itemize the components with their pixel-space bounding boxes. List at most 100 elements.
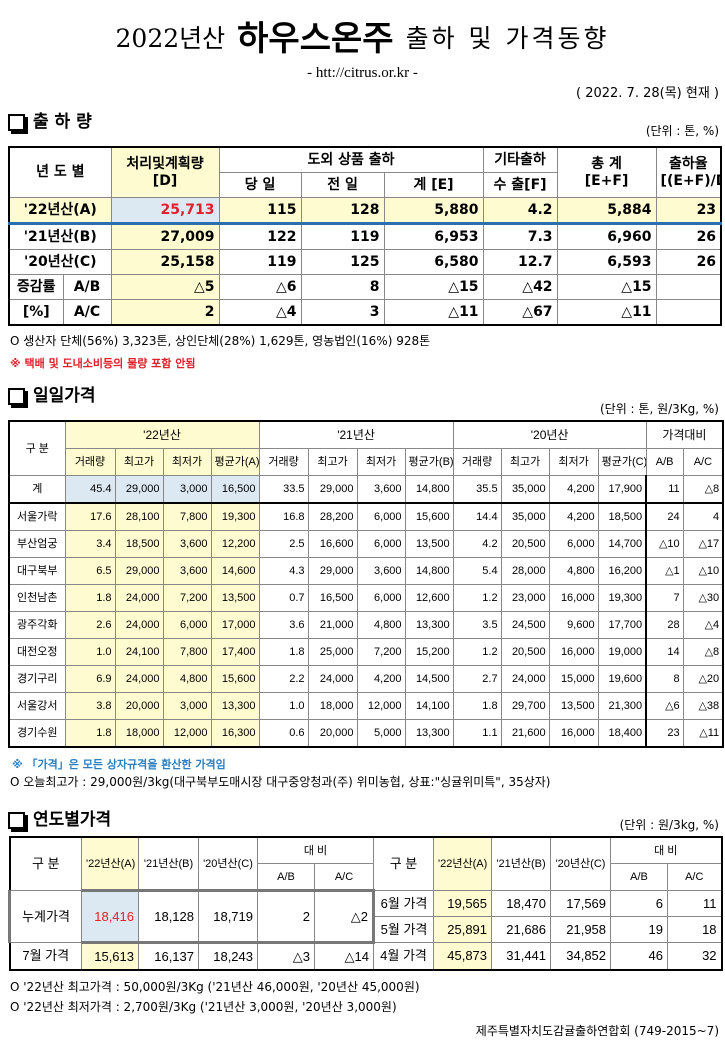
cell-today: △6 bbox=[218, 274, 302, 300]
header-ab: A/B bbox=[610, 863, 669, 891]
cell: 1.2 bbox=[452, 638, 502, 666]
cell-sum: △15 bbox=[383, 274, 484, 300]
header-plan-sub: [D] bbox=[152, 172, 178, 189]
cell: △4 bbox=[682, 611, 724, 639]
cell: 4,200 bbox=[548, 502, 599, 531]
cell: 16,000 bbox=[548, 638, 599, 666]
cell-ac: △14 bbox=[313, 942, 375, 971]
cell-ab: △3 bbox=[257, 942, 315, 971]
cell: 14,600 bbox=[210, 557, 260, 585]
cell: △6 bbox=[645, 692, 684, 720]
cell-today: 119 bbox=[218, 249, 302, 275]
cell: 2.2 bbox=[258, 665, 309, 693]
table-row: 서울강서 3.8 20,000 3,000 13,300 1.0 18,000 12,000 1… bbox=[8, 692, 724, 720]
cell: 20,000 bbox=[307, 719, 358, 748]
cell: 14,500 bbox=[404, 665, 454, 693]
subheader: 거래량 bbox=[452, 448, 502, 476]
row-label: 6월 가격 bbox=[373, 890, 435, 917]
cell: 29,000 bbox=[114, 475, 164, 504]
cell: 16,200 bbox=[597, 557, 647, 585]
cell: 3,600 bbox=[356, 557, 406, 585]
cell-b: 18,470 bbox=[491, 890, 552, 917]
cell: 25,000 bbox=[307, 638, 358, 666]
cell-ac: 32 bbox=[667, 942, 723, 971]
cell: 19,000 bbox=[597, 638, 647, 666]
cell: 4,800 bbox=[162, 665, 212, 693]
unit-label: (단위 : 톤, %) bbox=[645, 124, 719, 138]
header-total-sub: [E+F] bbox=[584, 172, 629, 189]
cell: 29,000 bbox=[307, 557, 358, 585]
cell: 1.8 bbox=[258, 638, 309, 666]
cell: 7,800 bbox=[162, 638, 212, 666]
cell: 3,600 bbox=[162, 530, 212, 558]
cell-c: 18,719 bbox=[198, 889, 258, 944]
table-row: 누계가격 18,416 18,128 18,719 2 △2 6월 가격 19,565 18,4… bbox=[8, 889, 723, 944]
title-product: 하우스온주 bbox=[237, 19, 394, 59]
section-title: 일일가격 bbox=[33, 386, 96, 406]
table-row: 경기구리 6.9 24,000 4,800 15,600 2.2 24,000 4,200 14… bbox=[8, 665, 724, 693]
checkbox-bullet-icon bbox=[8, 387, 25, 405]
cell: 17,400 bbox=[210, 638, 260, 666]
header-plan: 처리및계획량 [D] bbox=[110, 146, 220, 198]
header-y21: '21년산 bbox=[258, 420, 454, 449]
cell: 14.4 bbox=[452, 502, 502, 531]
cell-ac: 11 bbox=[667, 890, 723, 917]
cell: 6.9 bbox=[64, 665, 116, 693]
cell-sum: 6,953 bbox=[383, 223, 484, 250]
cell-today: 115 bbox=[218, 197, 302, 224]
cell: 45.4 bbox=[64, 475, 116, 504]
cell: 11 bbox=[645, 475, 684, 504]
header-total-label: 총 계 bbox=[591, 155, 622, 172]
cell-ab: 6 bbox=[610, 890, 669, 917]
market-name: 서울가락 bbox=[8, 502, 66, 531]
cell: 3.8 bbox=[64, 692, 116, 720]
min-price-note: O '22년산 최저가격 : 2,700원/3Kg ('21년산 3,000원,… bbox=[10, 1000, 397, 1014]
market-name: 대전오정 bbox=[8, 638, 66, 666]
header-export: 수 출[F] bbox=[482, 172, 558, 198]
header-rate-sub: [(E+F)/D] bbox=[660, 172, 721, 189]
cell: 13,500 bbox=[210, 584, 260, 612]
subheader: 거래량 bbox=[258, 448, 309, 476]
cell: 2.5 bbox=[258, 530, 309, 558]
market-name: 인천남촌 bbox=[8, 584, 66, 612]
cell: △20 bbox=[682, 665, 724, 693]
table-row: 대전오정 1.0 24,100 7,800 17,400 1.8 25,000 7,200 15… bbox=[8, 638, 724, 666]
subheader: 최저가 bbox=[162, 448, 212, 476]
header-ab: A/B bbox=[257, 863, 315, 891]
cell: 14,700 bbox=[597, 530, 647, 558]
cell-sum: 6,580 bbox=[383, 249, 484, 275]
table-row: '20년산(C) 25,158 119 125 6,580 12.7 6,593 26 bbox=[8, 249, 722, 275]
market-name: 경기수원 bbox=[8, 719, 66, 748]
website-url: - htt://citrus.or.kr - bbox=[307, 65, 418, 81]
table-row: 인천남촌 1.8 24,000 7,200 13,500 0.7 16,500 6,000 12… bbox=[8, 584, 724, 612]
cell: 35,000 bbox=[500, 475, 550, 504]
cell-b: 21,686 bbox=[491, 916, 552, 943]
cell: 3.4 bbox=[64, 530, 116, 558]
checkbox-bullet-icon bbox=[8, 113, 25, 131]
cell-plan: 27,009 bbox=[110, 223, 220, 250]
cell-a: 25,891 bbox=[433, 916, 493, 943]
cell-today: △4 bbox=[218, 299, 302, 326]
cell: 6,000 bbox=[356, 584, 406, 612]
change-row: [%] A/C 2 △4 3 △11 △67 △11 bbox=[8, 299, 722, 326]
cell: 6,000 bbox=[162, 611, 212, 639]
cell: 29,000 bbox=[114, 557, 164, 585]
cell: 21,600 bbox=[500, 719, 550, 748]
cell: 28,100 bbox=[114, 502, 164, 531]
cell: 24,500 bbox=[500, 611, 550, 639]
cell: 28,000 bbox=[500, 557, 550, 585]
cell-sum: △11 bbox=[383, 299, 484, 326]
cell: 33.5 bbox=[258, 475, 309, 504]
cell: 0.6 bbox=[258, 719, 309, 748]
header-a: '22년산(A) bbox=[433, 836, 493, 891]
cell-rate bbox=[655, 299, 722, 326]
cell: 4.2 bbox=[452, 530, 502, 558]
max-price-note: O '22년산 최고가격 : 50,000원/3Kg ('21년산 46,000… bbox=[10, 980, 420, 994]
header-category: 구 분 bbox=[8, 420, 66, 476]
subheader: 평균가(B) bbox=[404, 448, 454, 476]
cell-export: 12.7 bbox=[482, 249, 558, 275]
subheader: 최저가 bbox=[356, 448, 406, 476]
cell-prev: 3 bbox=[300, 299, 385, 326]
change-label: 증감률 bbox=[8, 274, 64, 300]
cell-total: △15 bbox=[556, 274, 657, 300]
